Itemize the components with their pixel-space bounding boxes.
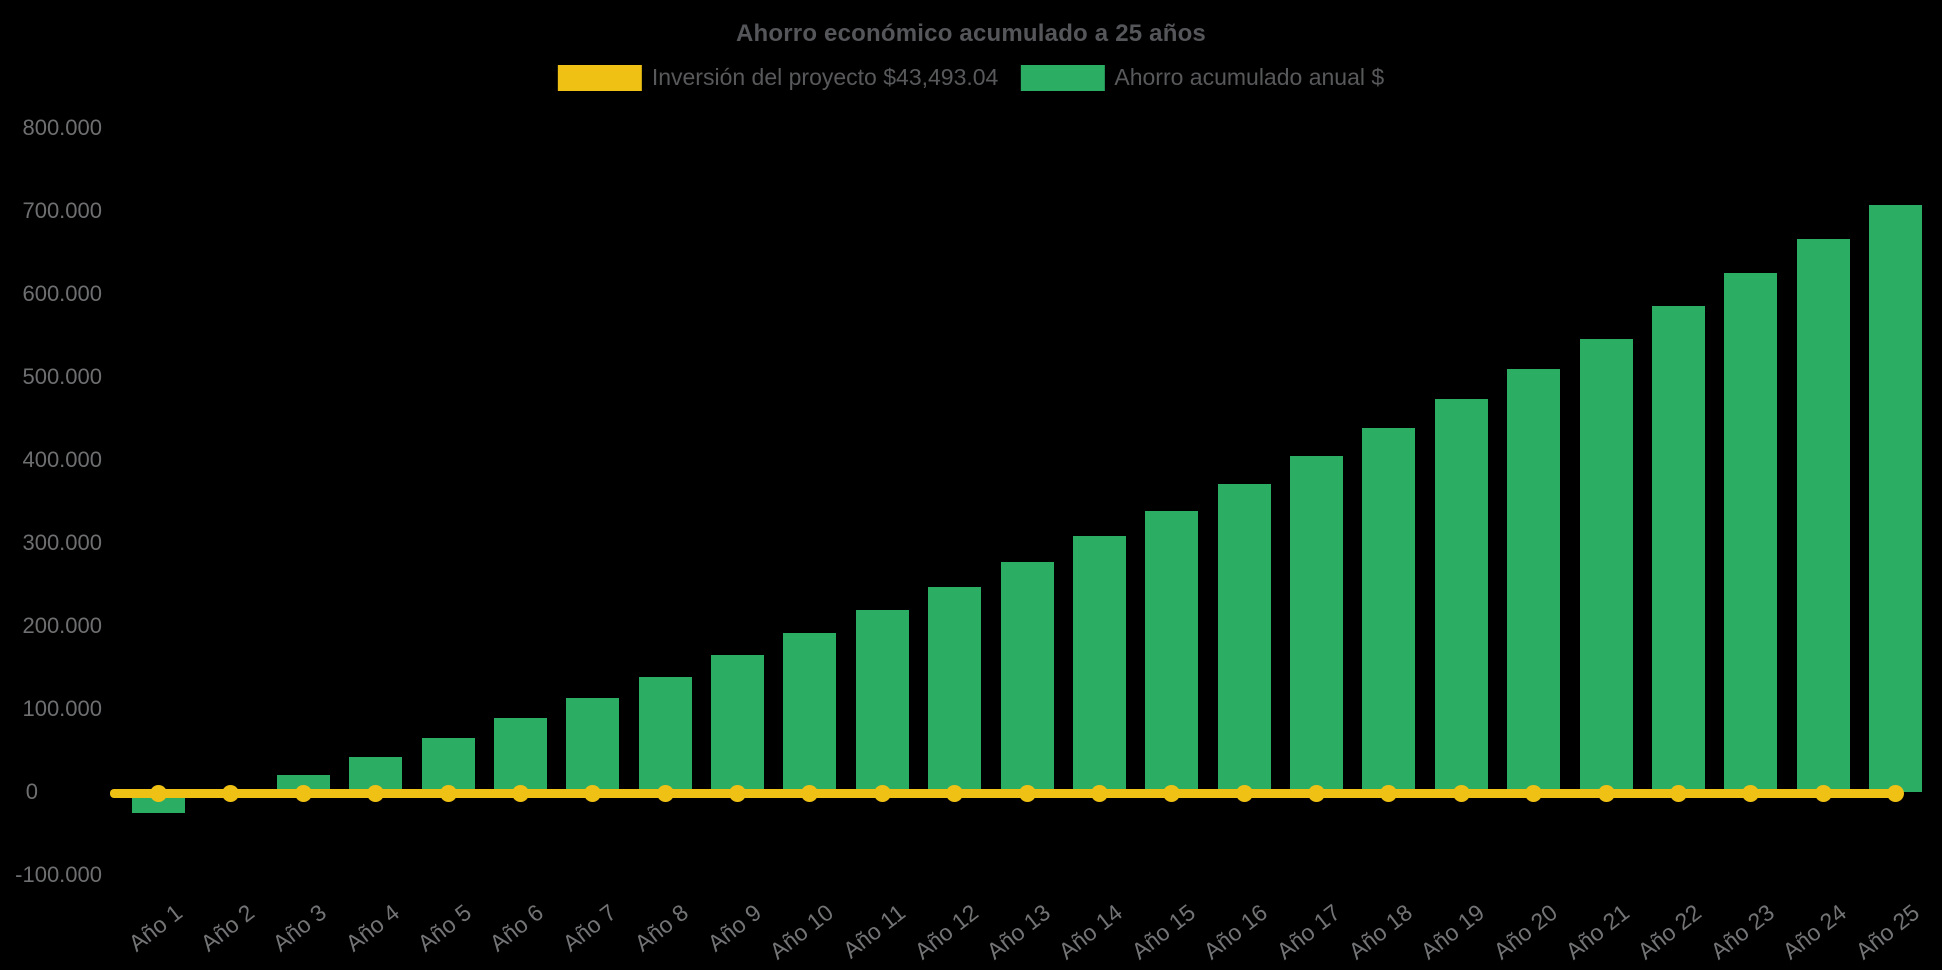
line-point-año-12 xyxy=(946,784,964,802)
legend-item-line[interactable]: Inversión del proyecto $43,493.04 xyxy=(557,64,999,91)
line-point-año-11 xyxy=(873,784,891,802)
line-point-año-16 xyxy=(1235,784,1253,802)
line-point-año-10 xyxy=(801,784,819,802)
bar-año-24 xyxy=(1796,239,1850,792)
bar-año-21 xyxy=(1579,338,1633,792)
y-axis-tick-label: 600.000 xyxy=(22,281,102,306)
y-axis-tick-label: 300.000 xyxy=(22,530,102,555)
y-axis-tick-label: 0 xyxy=(25,779,38,804)
y-axis-tick-label: 200.000 xyxy=(22,613,102,638)
legend-item-bar[interactable]: Ahorro acumulado anual $ xyxy=(1020,64,1384,91)
line-point-año-9 xyxy=(729,784,746,802)
bar-año-16 xyxy=(1217,484,1271,792)
bar-año-25 xyxy=(1869,205,1922,792)
y-axis-tick-label: 500.000 xyxy=(22,364,102,389)
bar-año-6 xyxy=(493,718,547,792)
bar-año-19 xyxy=(1434,398,1488,792)
line-point-año-23 xyxy=(1742,784,1760,802)
line-point-año-19 xyxy=(1452,784,1470,802)
bar-año-20 xyxy=(1507,368,1561,792)
y-axis-tick-label: 100.000 xyxy=(22,696,102,721)
line-point-año-17 xyxy=(1308,784,1325,802)
line-point-año-8 xyxy=(656,784,674,802)
legend-label-line: Inversión del proyecto $43,493.04 xyxy=(651,64,999,90)
bar-año-12 xyxy=(928,586,982,792)
line-point-año-18 xyxy=(1380,784,1398,802)
line-point-año-14 xyxy=(1090,784,1108,802)
legend-label-bar: Ahorro acumulado anual $ xyxy=(1114,64,1385,90)
bar-año-22 xyxy=(1651,305,1705,792)
bar-año-9 xyxy=(711,655,764,792)
line-point-año-2 xyxy=(222,784,240,802)
chart-title: Ahorro económico acumulado a 25 años xyxy=(736,20,1206,47)
line-point-año-3 xyxy=(294,784,312,802)
line-point-año-4 xyxy=(367,784,385,802)
y-axis-tick-label: 800.000 xyxy=(22,115,102,140)
legend: Inversión del proyecto $43,493.04 Ahorro … xyxy=(557,64,1384,91)
bar-año-8 xyxy=(638,676,692,792)
bar-año-23 xyxy=(1724,273,1778,792)
investment-line xyxy=(110,788,1896,798)
line-point-año-25 xyxy=(1887,784,1904,802)
line-point-año-21 xyxy=(1597,784,1615,802)
y-axis-tick-label: 400.000 xyxy=(22,447,102,472)
bar-año-15 xyxy=(1145,511,1199,792)
line-point-año-20 xyxy=(1525,784,1543,802)
bar-año-5 xyxy=(421,738,475,792)
line-point-año-6 xyxy=(511,784,529,802)
bar-año-14 xyxy=(1072,536,1126,792)
line-point-año-7 xyxy=(584,784,602,802)
line-point-año-5 xyxy=(439,784,457,802)
bar-año-10 xyxy=(783,633,837,792)
line-point-año-15 xyxy=(1163,784,1181,802)
bar-año-3 xyxy=(276,775,330,792)
bar-año-17 xyxy=(1290,455,1343,792)
line-point-año-24 xyxy=(1814,784,1832,802)
bar-año-18 xyxy=(1362,428,1416,792)
bar-año-7 xyxy=(566,698,620,792)
y-axis-tick-label: -100.000 xyxy=(15,862,102,887)
line-point-año-13 xyxy=(1018,784,1036,802)
legend-swatch-line xyxy=(557,64,642,91)
legend-swatch-bar xyxy=(1020,64,1105,91)
line-point-año-22 xyxy=(1669,784,1687,802)
line-point-año-1 xyxy=(150,784,167,802)
y-axis-tick-label: 700.000 xyxy=(22,198,102,223)
bar-año-11 xyxy=(855,610,909,792)
bar-año-13 xyxy=(1000,562,1054,792)
